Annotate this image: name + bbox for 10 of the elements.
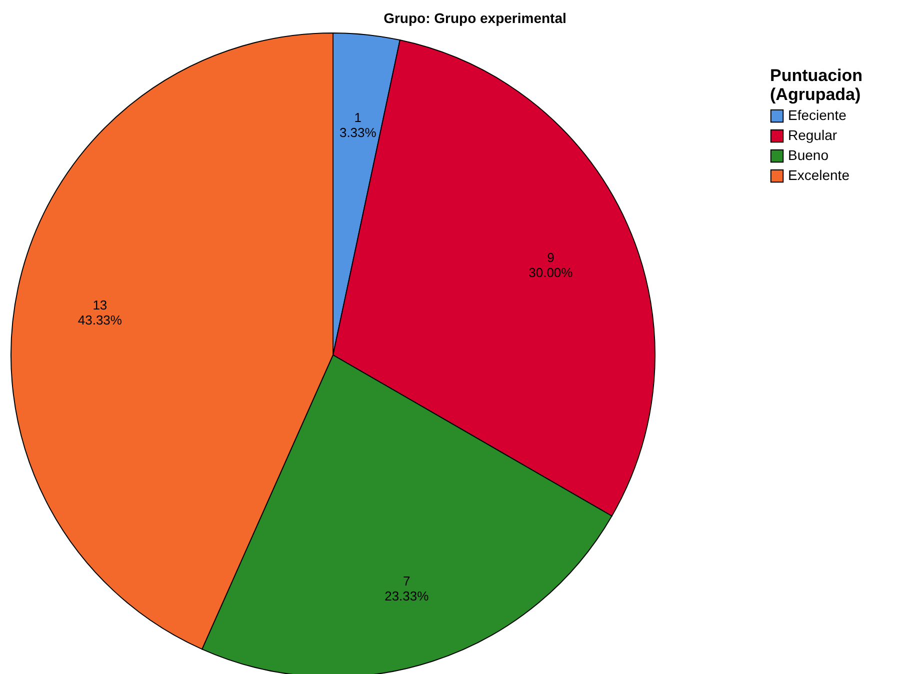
data-label: 9 30.00% xyxy=(528,250,574,280)
legend-label: Regular xyxy=(788,127,838,143)
legend-title: Puntuacion (Agrupada) xyxy=(770,66,863,104)
data-label: 7 23.33% xyxy=(384,574,430,604)
chart-title: Grupo: Grupo experimental xyxy=(384,10,566,26)
legend-label: Bueno xyxy=(788,147,829,163)
data-label: 1 3.33% xyxy=(339,110,377,140)
legend-label: Excelente xyxy=(788,167,850,183)
legend-label: Efeciente xyxy=(788,107,847,123)
data-label: 13 43.33% xyxy=(78,297,122,328)
